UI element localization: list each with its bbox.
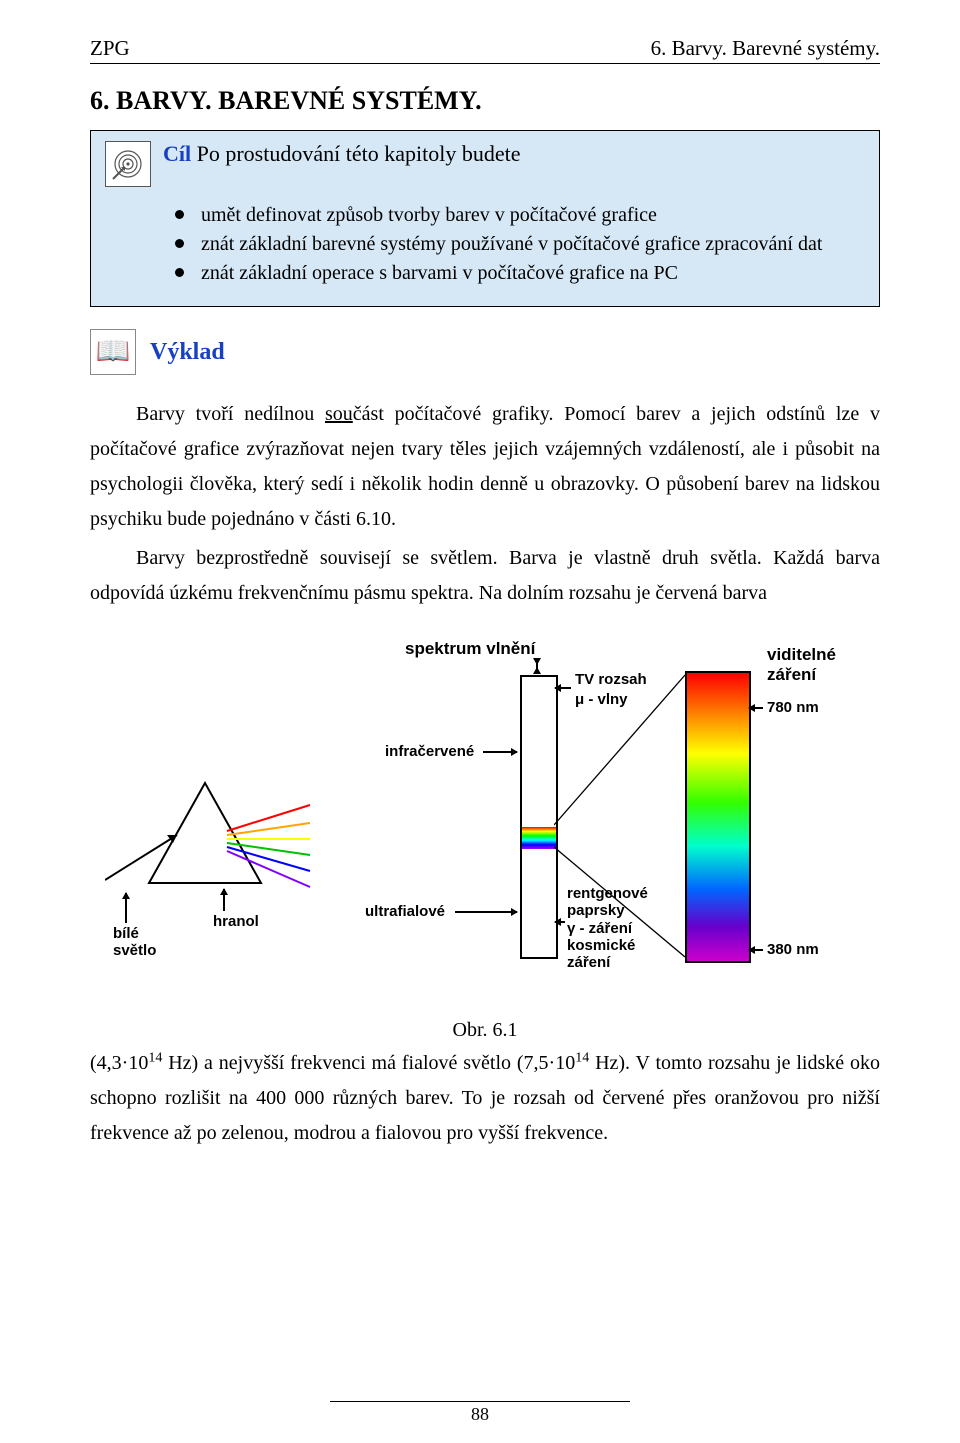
arrow-icon bbox=[749, 949, 763, 951]
label-nm-bottom: 380 nm bbox=[767, 941, 819, 958]
label-prism: hranol bbox=[213, 913, 259, 930]
document-title: 6. BARVY. BAREVNÉ SYSTÉMY. bbox=[90, 86, 880, 116]
label-tv: TV rozsah bbox=[575, 671, 647, 688]
list-item: umět definovat způsob tvorby barev v poč… bbox=[175, 201, 865, 230]
body-text: Barvy tvoří nedílnou součást počítačové … bbox=[90, 397, 880, 611]
list-item: znát základní barevné systémy používané … bbox=[175, 230, 865, 259]
header-left: ZPG bbox=[90, 36, 130, 61]
label-xray: rentgenové paprsky γ - záření kosmické z… bbox=[567, 885, 677, 971]
arrow-icon bbox=[455, 911, 517, 913]
section-heading: Výklad bbox=[150, 339, 225, 366]
label-mu: μ - vlny bbox=[575, 691, 628, 708]
page-number-container: 88 bbox=[0, 1401, 960, 1423]
label-nm-top: 780 nm bbox=[767, 699, 819, 716]
goal-intro: Po prostudování této kapitoly budete bbox=[197, 141, 521, 166]
prism-icon bbox=[105, 765, 315, 945]
paragraph: Barvy bezprostředně souvisejí se světlem… bbox=[90, 541, 880, 611]
label-spectrum-title: spektrum vlnění bbox=[405, 639, 535, 659]
goal-list: umět definovat způsob tvorby barev v poč… bbox=[175, 201, 865, 288]
arrow-icon bbox=[223, 889, 225, 911]
paragraph: (4,3·1014 Hz) a nejvyšší frekvenci má fi… bbox=[90, 1046, 880, 1151]
target-icon bbox=[105, 141, 151, 187]
body-text-2: (4,3·1014 Hz) a nejvyšší frekvenci má fi… bbox=[90, 1046, 880, 1151]
goal-label: Cíl bbox=[163, 141, 191, 166]
spectrum-bar-narrow bbox=[520, 675, 558, 959]
arrow-icon bbox=[555, 921, 565, 923]
running-header: ZPG 6. Barvy. Barevné systémy. bbox=[90, 36, 880, 64]
label-white-light: bílé světlo bbox=[113, 925, 156, 960]
arrow-icon bbox=[749, 707, 763, 709]
section-heading-row: 📖 Výklad bbox=[90, 329, 880, 375]
label-infra: infračervené bbox=[385, 743, 474, 760]
arrow-icon bbox=[483, 751, 517, 753]
page-number: 88 bbox=[471, 1404, 489, 1424]
label-visible: viditelné záření bbox=[767, 645, 836, 684]
spectrum-bar-full bbox=[685, 671, 751, 963]
spectrum-diagram: spektrum vlnění TV rozsah μ - vlny infra… bbox=[95, 615, 875, 1015]
paragraph: Barvy tvoří nedílnou součást počítačové … bbox=[90, 397, 880, 537]
list-item: znát základní operace s barvami v počíta… bbox=[175, 259, 865, 288]
label-uv: ultrafialové bbox=[365, 903, 445, 920]
arrow-icon bbox=[125, 893, 127, 923]
arrow-icon bbox=[555, 687, 571, 689]
goal-box: Cíl Po prostudování této kapitoly budete… bbox=[90, 130, 880, 307]
figure-caption: Obr. 6.1 bbox=[90, 1019, 880, 1042]
book-icon: 📖 bbox=[90, 329, 136, 375]
arrow-icon bbox=[536, 659, 538, 673]
header-right: 6. Barvy. Barevné systémy. bbox=[651, 36, 880, 61]
visible-band-small bbox=[522, 827, 556, 849]
